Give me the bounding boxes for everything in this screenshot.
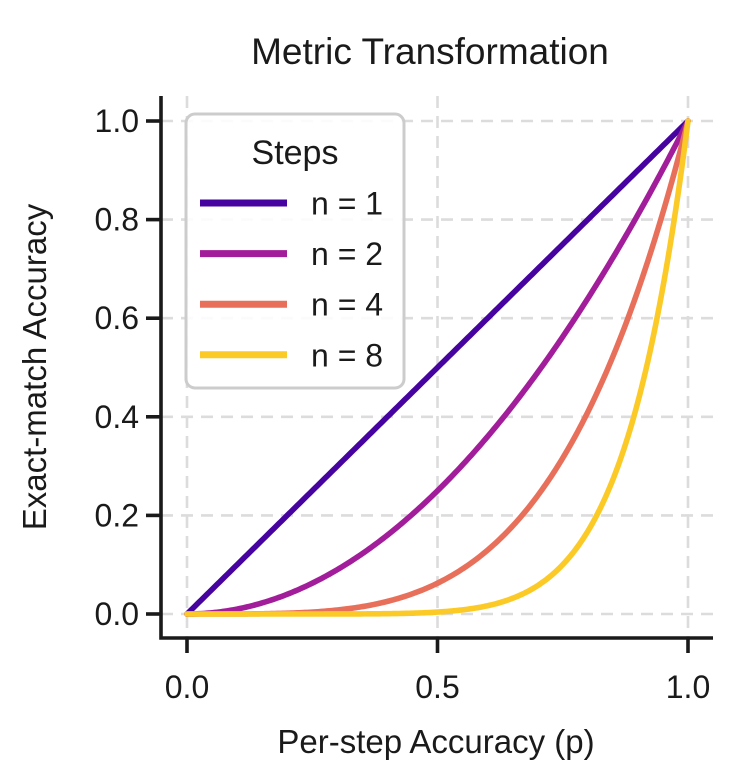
- curve-8: [184, 118, 691, 617]
- legend-item-label: n = 4: [311, 287, 383, 323]
- legend-item-label: n = 2: [311, 236, 383, 272]
- series-curves: [184, 118, 691, 617]
- y-tick-label: 0.8: [95, 202, 139, 238]
- legend-title: Steps: [252, 134, 339, 172]
- y-tick-label: 0.6: [95, 300, 139, 336]
- legend-box: [184, 112, 406, 390]
- legend: Steps n = 1 n = 2 n = 4 n = 8: [184, 112, 406, 390]
- y-tick-label: 0.4: [95, 399, 139, 435]
- x-tick-label: 0.0: [165, 669, 209, 705]
- axis-tick-labels: 0.0 0.5 1.0 0.0 0.2 0.4 0.6 0.8 1.0: [95, 103, 711, 705]
- legend-item-label: n = 8: [311, 337, 383, 373]
- axis-ticks: [146, 119, 690, 653]
- y-axis-label: Exact-match Accuracy: [16, 203, 53, 530]
- legend-items: n = 1 n = 2 n = 4 n = 8: [200, 186, 383, 373]
- axes-spines: [159, 96, 713, 640]
- legend-item-label: n = 1: [311, 186, 383, 222]
- y-tick-label: 1.0: [95, 103, 139, 139]
- curve-2: [184, 118, 691, 617]
- x-tick-label: 1.0: [666, 669, 710, 705]
- x-tick-label: 0.5: [415, 669, 459, 705]
- curve-1: [184, 118, 691, 617]
- x-axis-label: Per-step Accuracy (p): [277, 723, 594, 760]
- chart-title: Metric Transformation: [251, 31, 609, 72]
- y-tick-label: 0.0: [95, 596, 139, 632]
- y-tick-label: 0.2: [95, 497, 139, 533]
